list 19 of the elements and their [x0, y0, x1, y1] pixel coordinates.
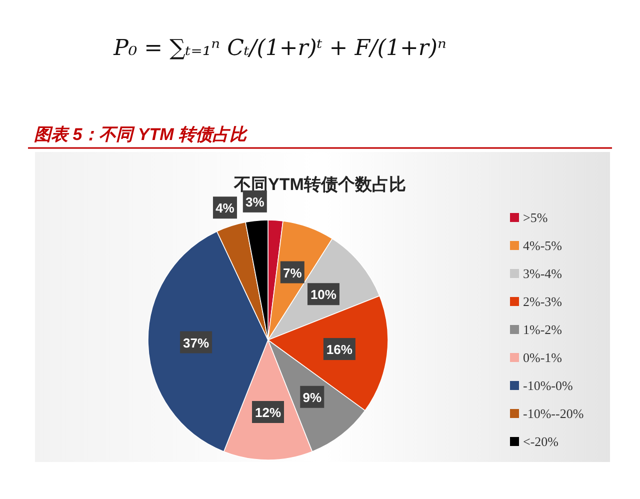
data-label: 3% [246, 194, 265, 210]
legend-label: 0%-1% [523, 350, 562, 365]
text: P₀ = ∑ₜ₌₁ⁿ Cₜ/(1+r)ᵗ + F/(1+r)ⁿ [112, 36, 446, 61]
data-label: 9% [302, 390, 322, 405]
data-label: 7% [282, 265, 302, 280]
data-label: 37% [183, 335, 210, 350]
legend-label: 2%-3% [523, 294, 562, 309]
legend-label: 3%-4% [523, 266, 562, 281]
data-label: 10% [310, 287, 337, 302]
chart-title: 图表 5：不同 YTM 转债占比 [34, 125, 249, 144]
data-label: 16% [326, 342, 353, 358]
legend-label: -10%-0% [523, 378, 573, 393]
legend-label: -10%--20% [523, 406, 584, 421]
legend-label: <-20% [523, 434, 559, 449]
legend-label: 1%-2% [523, 322, 562, 337]
data-label: 12% [254, 405, 282, 420]
legend-label: 4%-5% [523, 238, 562, 253]
data-label: 4% [216, 200, 235, 216]
legend-label: >5% [523, 210, 548, 225]
